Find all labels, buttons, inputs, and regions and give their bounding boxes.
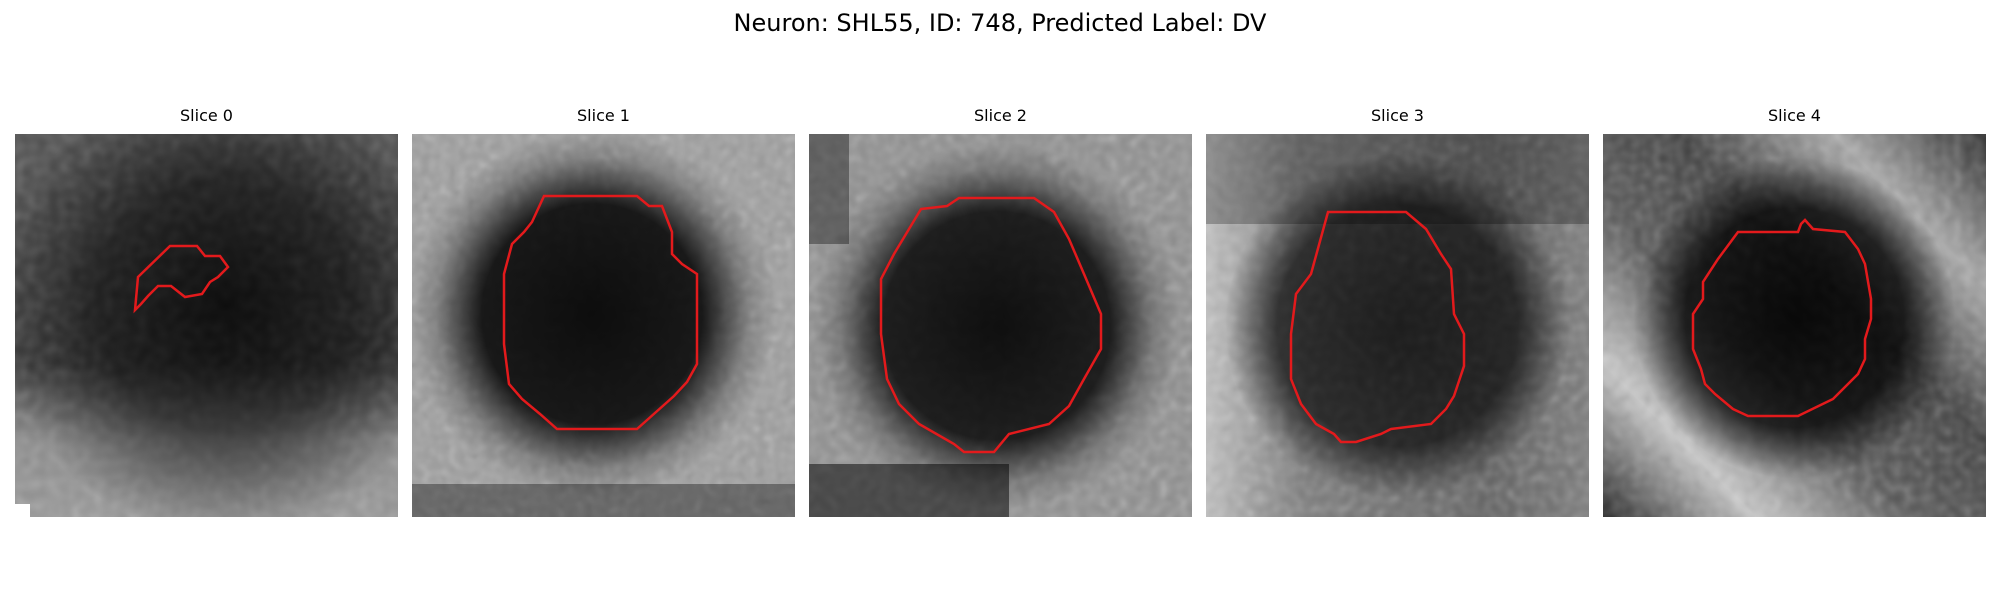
slice-title: Slice 4 xyxy=(1768,106,1821,125)
slice-image-1 xyxy=(412,134,795,517)
slice-image-4 xyxy=(1603,134,1986,517)
slice-image-0 xyxy=(15,134,398,517)
roi-contour xyxy=(1691,218,1873,418)
slice-title: Slice 0 xyxy=(180,106,233,125)
slice-title: Slice 2 xyxy=(974,106,1027,125)
roi-contour xyxy=(879,196,1103,454)
slice-image-3 xyxy=(1206,134,1589,517)
roi-contour xyxy=(133,244,230,314)
roi-contour xyxy=(1289,210,1466,444)
roi-contour xyxy=(502,194,699,431)
slice-title: Slice 3 xyxy=(1371,106,1424,125)
slice-title: Slice 1 xyxy=(577,106,630,125)
figure-title: Neuron: SHL55, ID: 748, Predicted Label:… xyxy=(733,9,1267,37)
slice-image-2 xyxy=(809,134,1192,517)
